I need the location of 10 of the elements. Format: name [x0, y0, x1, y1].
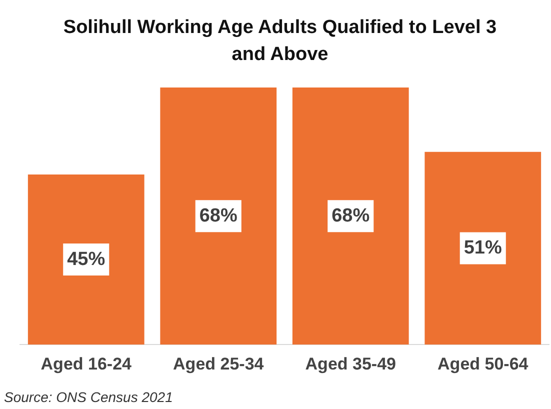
data-label: 68%: [199, 205, 238, 226]
x-tick-label: Aged 25-34: [173, 354, 264, 374]
data-label: 51%: [464, 237, 502, 258]
x-tick-label: Aged 35-49: [305, 354, 396, 374]
data-label: 68%: [332, 205, 370, 226]
x-tick-label: Aged 16-24: [40, 354, 132, 374]
source-note: Source: ONS Census 2021: [4, 389, 173, 405]
x-tick-label: Aged 50-64: [438, 354, 529, 374]
chart-title: Solihull Working Age Adults Qualified to Level 3 and Above: [62, 16, 498, 67]
data-label: 45%: [67, 248, 106, 270]
